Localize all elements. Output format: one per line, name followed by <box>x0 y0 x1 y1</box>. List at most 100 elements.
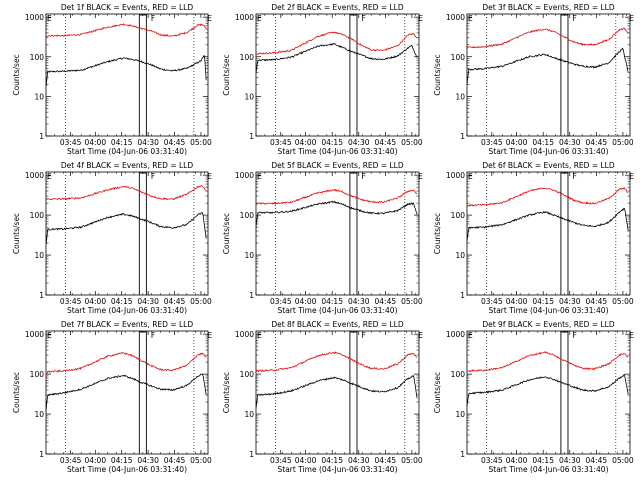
x-tick-label: 04:45 <box>375 138 397 147</box>
x-tick-label: 04:45 <box>375 456 397 465</box>
x-tick-label: 04:30 <box>559 138 581 147</box>
y-axis-label: Counts/sec <box>12 54 21 95</box>
x-tick-label: 04:00 <box>295 456 317 465</box>
x-tick-label: 05:00 <box>612 138 634 147</box>
x-axis-label: Start Time (04-Jun-06 03:31:40) <box>278 306 398 315</box>
plot-frame <box>45 330 209 455</box>
flag-marker: E <box>418 14 423 23</box>
flag-marker: E <box>47 331 52 340</box>
y-axis-label: Counts/sec <box>12 213 21 254</box>
x-axis-label: Start Time (04-Jun-06 03:31:40) <box>67 306 187 315</box>
flag-marker: E <box>47 14 52 23</box>
panel-1: Det 1f BLACK = Events, RED = LLD Counts/s… <box>12 3 212 156</box>
x-tick-label: 05:00 <box>401 456 423 465</box>
y-tick-label: 1000 <box>235 330 254 339</box>
y-tick-label: 1000 <box>25 171 44 180</box>
events-series-line <box>45 211 207 245</box>
y-tick-label: 1000 <box>25 13 44 22</box>
y-tick-label: 100 <box>30 370 45 379</box>
panel-title: Det 3f BLACK = Events, RED = LLD <box>482 3 615 12</box>
x-tick-label: 04:45 <box>164 297 186 306</box>
y-axis-label: Counts/sec <box>222 213 231 254</box>
panel-6: Det 6f BLACK = Events, RED = LLD Counts/s… <box>433 161 634 315</box>
x-tick-label: 04:30 <box>559 456 581 465</box>
flag-marker: F <box>362 331 366 340</box>
x-tick-label: 05:00 <box>401 297 423 306</box>
x-tick-label: 04:15 <box>321 456 343 465</box>
x-tick-label: 04:00 <box>506 138 528 147</box>
y-tick-label: 1000 <box>25 330 44 339</box>
lld-series-line <box>45 23 207 38</box>
y-axis-label: Counts/sec <box>222 54 231 95</box>
panel-title: Det 5f BLACK = Events, RED = LLD <box>271 161 404 170</box>
plot-frame <box>466 330 631 455</box>
panel-9: Det 9f BLACK = Events, RED = LLD Counts/s… <box>433 320 634 474</box>
x-tick-label: 04:15 <box>321 138 343 147</box>
x-tick-label: 05:00 <box>612 297 634 306</box>
y-tick-label: 10 <box>244 410 254 419</box>
lld-series-line <box>45 352 207 376</box>
x-tick-label: 04:00 <box>506 456 528 465</box>
x-tick-label: 03:45 <box>481 297 503 306</box>
y-tick-label: 1 <box>460 450 465 459</box>
flag-marker: F <box>151 331 155 340</box>
events-series-line <box>45 55 207 88</box>
y-tick-label: 1000 <box>446 171 465 180</box>
y-tick-label: 10 <box>34 410 44 419</box>
flag-marker: F <box>573 172 577 181</box>
y-tick-label: 100 <box>240 211 255 220</box>
events-series-line <box>255 42 418 74</box>
flag-marker: E <box>207 172 212 181</box>
panel-3: Det 3f BLACK = Events, RED = LLD Counts/s… <box>433 3 634 156</box>
x-tick-label: 04:30 <box>559 297 581 306</box>
x-tick-label: 04:45 <box>586 456 608 465</box>
y-tick-label: 100 <box>451 211 466 220</box>
x-tick-label: 03:45 <box>481 138 503 147</box>
x-tick-label: 03:45 <box>60 138 82 147</box>
plot-frame <box>255 13 420 137</box>
panel-8: Det 8f BLACK = Events, RED = LLD Counts/s… <box>222 320 423 474</box>
events-series-line <box>45 373 207 411</box>
lld-series-line <box>466 187 629 207</box>
events-series-line <box>466 373 629 407</box>
x-tick-label: 04:00 <box>295 297 317 306</box>
x-tick-label: 04:00 <box>84 297 106 306</box>
y-axis-label: Counts/sec <box>12 372 21 413</box>
panel-title: Det 7f BLACK = Events, RED = LLD <box>61 320 194 329</box>
x-axis-label: Start Time (04-Jun-06 03:31:40) <box>489 465 609 474</box>
x-tick-label: 05:00 <box>190 297 212 306</box>
x-axis-label: Start Time (04-Jun-06 03:31:40) <box>489 147 609 156</box>
x-tick-label: 04:30 <box>137 456 159 465</box>
lld-series-line <box>45 184 207 201</box>
y-axis-label: Counts/sec <box>433 213 442 254</box>
flag-marker: E <box>418 172 423 181</box>
y-tick-label: 100 <box>451 53 466 62</box>
y-tick-label: 1 <box>249 450 254 459</box>
events-series-line <box>255 374 418 409</box>
y-tick-label: 1000 <box>446 13 465 22</box>
x-tick-label: 04:15 <box>532 138 554 147</box>
x-tick-label: 04:15 <box>111 297 133 306</box>
y-axis-label: Counts/sec <box>433 54 442 95</box>
x-tick-label: 03:45 <box>270 297 292 306</box>
x-axis-label: Start Time (04-Jun-06 03:31:40) <box>278 147 398 156</box>
x-tick-label: 03:45 <box>270 138 292 147</box>
y-tick-label: 100 <box>240 53 255 62</box>
plot-frame <box>45 171 209 296</box>
y-tick-label: 1000 <box>235 171 254 180</box>
x-tick-label: 04:15 <box>111 138 133 147</box>
x-tick-label: 04:45 <box>164 138 186 147</box>
flag-marker: E <box>418 331 423 340</box>
panel-5: Det 5f BLACK = Events, RED = LLD Counts/s… <box>222 161 423 315</box>
panel-title: Det 2f BLACK = Events, RED = LLD <box>271 3 404 12</box>
y-tick-label: 1 <box>460 291 465 300</box>
x-tick-label: 04:45 <box>375 297 397 306</box>
flag-marker: E <box>47 172 52 181</box>
plot-frame <box>466 171 631 296</box>
y-tick-label: 1 <box>39 132 44 141</box>
y-tick-label: 100 <box>451 370 466 379</box>
y-tick-label: 1 <box>249 132 254 141</box>
x-tick-label: 04:15 <box>111 456 133 465</box>
x-tick-label: 03:45 <box>60 456 82 465</box>
x-axis-label: Start Time (04-Jun-06 03:31:40) <box>489 306 609 315</box>
